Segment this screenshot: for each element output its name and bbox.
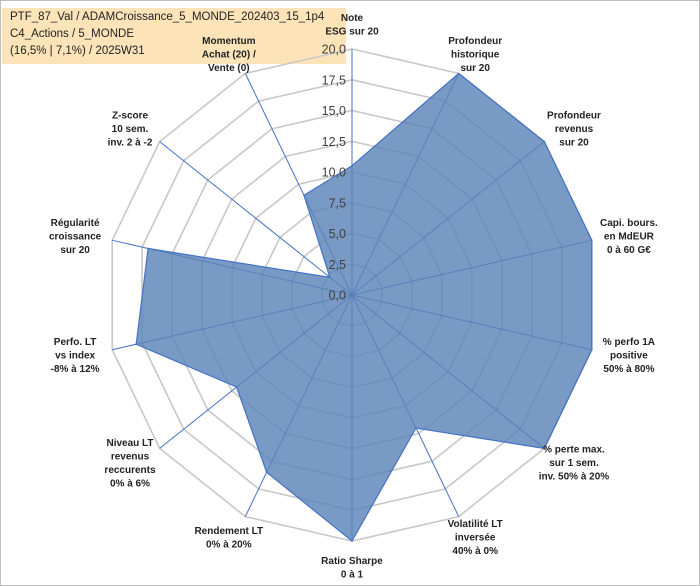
data-point-10 (235, 386, 238, 388)
tick-label-0: 0,0 (329, 289, 346, 303)
axis-label-8-line-1: Ratio Sharpe (321, 556, 383, 567)
axis-label-9-line-2: 0% à 20% (206, 539, 252, 550)
axis-label-10-line-2: revenus (111, 451, 150, 462)
axis-label-9-line-1: Rendement LT (194, 526, 263, 537)
data-point-12 (147, 247, 149, 250)
axis-label-6-line-1: % perte max. (543, 445, 605, 456)
axis-label-8: Ratio Sharpe 0 à 1 (321, 556, 383, 581)
data-point-6 (543, 447, 546, 450)
axis-label-10-line-4: 0% à 6% (110, 478, 150, 489)
data-point-11 (135, 343, 137, 346)
axis-label-2-line-2: historique (451, 50, 500, 61)
axis-label-2-line-1: Profondeur (448, 36, 502, 47)
tick-label-5: 12,5 (322, 135, 346, 149)
axis-label-13-line-3: inv. 2 à -2 (108, 138, 153, 149)
chart-title-box: PTF_87_Val / ADAMCroissance_5_MONDE_2024… (2, 8, 346, 64)
data-point-9 (265, 471, 268, 474)
axis-label-13-line-2: 10 sem. (112, 124, 149, 135)
axis-label-4-line-1: Capi. bours. (600, 218, 658, 229)
tick-label-3: 7,5 (329, 196, 346, 210)
axis-label-12-line-2: croissance (49, 231, 102, 242)
radar-tick-labels: 0,0 2,5 5,0 7,5 10,0 12,5 15,0 17,5 20,0 (322, 43, 346, 303)
axis-label-4-line-3: 0 à 60 G€ (607, 245, 651, 256)
data-point-1 (351, 165, 353, 167)
axis-label-6-line-3: inv. 50% à 20% (539, 472, 610, 483)
tick-label-1: 2,5 (329, 258, 346, 272)
axis-label-13-line-1: Z-score (112, 111, 149, 122)
axis-label-4-line-2: en MdEUR (604, 231, 655, 242)
axis-label-7-line-3: 40% à 0% (452, 546, 498, 557)
axis-label-10-line-3: reccurents (104, 465, 156, 476)
tick-label-7: 17,5 (322, 73, 346, 87)
data-point-5 (591, 348, 593, 351)
tick-label-4: 10,0 (322, 166, 346, 180)
axis-label-7-line-2: inversée (455, 533, 496, 544)
data-point-3 (543, 140, 546, 143)
axis-label-3: Profondeur revenus sur 20 (547, 111, 601, 149)
data-point-2 (457, 72, 460, 75)
tick-label-6: 15,0 (322, 104, 346, 118)
data-point-7 (415, 427, 417, 429)
axis-label-2-line-3: sur 20 (460, 63, 490, 74)
axis-label-5-line-2: positive (610, 351, 648, 362)
axis-label-6-line-2: sur 1 sem. (549, 458, 599, 469)
axis-label-9: Rendement LT 0% à 20% (194, 526, 263, 551)
axis-label-7-line-1: Volatilité LT (448, 519, 503, 530)
radar-axis-labels: Note ESG sur 20 Profondeur historique sur 20… (49, 13, 658, 581)
axis-label-2: Profondeur historique sur 20 (448, 36, 502, 74)
axis-label-6: % perte max. sur 1 sem. inv. 50% à 20% (539, 445, 610, 483)
axis-label-8-line-2: 0 à 1 (341, 569, 364, 580)
axis-label-12: Régularité croissance sur 20 (49, 218, 102, 256)
axis-label-10-line-1: Niveau LT (106, 438, 153, 449)
data-point-13 (329, 276, 331, 279)
axis-label-14-line-1: Momentum (202, 36, 255, 47)
axis-label-5: % perfo 1A positive 50% à 80% (603, 337, 655, 375)
axis-label-1: Note ESG sur 20 (325, 13, 379, 38)
axis-label-11-line-2: vs index (55, 351, 95, 362)
axis-label-1-line-2: ESG sur 20 (325, 26, 379, 37)
axis-label-1-line-1: Note (341, 13, 364, 24)
axis-label-5-line-3: 50% à 80% (603, 364, 654, 375)
tick-label-2: 5,0 (329, 227, 346, 241)
axis-label-3-line-1: Profondeur (547, 111, 601, 122)
tick-label-8: 20,0 (322, 43, 346, 57)
axis-label-12-line-1: Régularité (51, 218, 100, 229)
chart-title-line1: PTF_87_Val / ADAMCroissance_5_MONDE_2024… (10, 11, 325, 23)
axis-label-7: Volatilité LT inversée 40% à 0% (448, 519, 503, 557)
axis-label-3-line-3: sur 20 (559, 138, 589, 149)
axis-label-10: Niveau LT revenus reccurents 0% à 6% (104, 438, 156, 490)
chart-title-line3: (16,5% | 7,1%) / 2025W31 (10, 45, 145, 57)
axis-label-11-line-3: -8% à 12% (51, 364, 100, 375)
data-point-14 (303, 194, 305, 197)
chart-title-line2: C4_Actions / 5_MONDE (10, 28, 134, 40)
grid-spoke-13 (159, 141, 353, 296)
axis-label-11: Perfo. LT vs index -8% à 12% (51, 337, 100, 375)
axis-label-14-line-2: Achat (20) / (202, 50, 256, 61)
axis-label-13: Z-score 10 sem. inv. 2 à -2 (108, 111, 153, 149)
data-point-8 (351, 540, 353, 542)
axis-label-4: Capi. bours. en MdEUR 0 à 60 G€ (600, 218, 658, 256)
radar-series (135, 72, 593, 542)
axis-label-11-line-1: Perfo. LT (54, 337, 97, 348)
axis-label-12-line-3: sur 20 (60, 245, 90, 256)
axis-label-5-line-1: % perfo 1A (603, 337, 655, 348)
axis-label-3-line-2: revenus (555, 124, 594, 135)
axis-label-14: Momentum Achat (20) / Vente (0) (202, 36, 256, 74)
data-point-4 (591, 239, 593, 242)
axis-label-14-line-3: Vente (0) (208, 63, 250, 74)
